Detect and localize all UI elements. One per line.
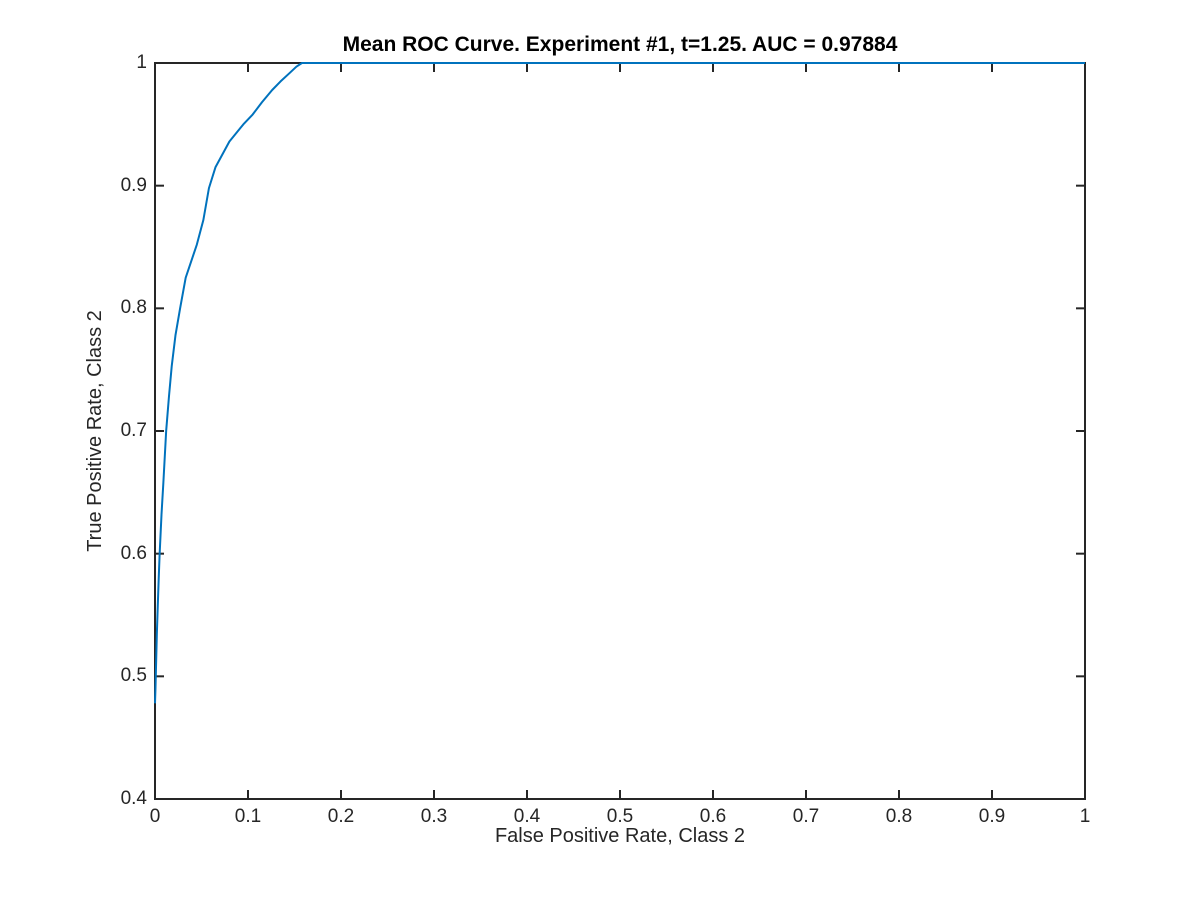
x-tick-label: 0.1 [234, 806, 262, 827]
x-tick-label: 0.6 [699, 806, 727, 827]
chart-title: Mean ROC Curve. Experiment #1, t=1.25. A… [342, 33, 898, 56]
x-tick-label: 1 [1079, 806, 1091, 827]
x-tick-label: 0.5 [606, 806, 634, 827]
y-tick-label: 0.4 [120, 788, 147, 809]
x-tick-label: 0 [149, 806, 161, 827]
x-tick-label: 0.9 [978, 806, 1006, 827]
x-tick-label: 0.2 [327, 806, 355, 827]
y-tick-label: 0.7 [120, 420, 147, 441]
roc-curve [154, 62, 1085, 704]
plot-box [154, 62, 1086, 800]
y-tick-label: 1 [136, 52, 147, 73]
x-tick-label: 0.4 [513, 806, 541, 827]
x-tick-label: 0.3 [420, 806, 448, 827]
x-tick-label: 0.8 [885, 806, 913, 827]
y-tick-label: 0.5 [120, 665, 147, 687]
y-tick-label: 0.6 [120, 542, 147, 564]
y-tick-label: 0.9 [120, 174, 147, 196]
x-axis-label: False Positive Rate, Class 2 [494, 825, 746, 847]
y-tick-label: 0.8 [120, 297, 147, 319]
x-tick-label: 0.7 [792, 806, 820, 827]
